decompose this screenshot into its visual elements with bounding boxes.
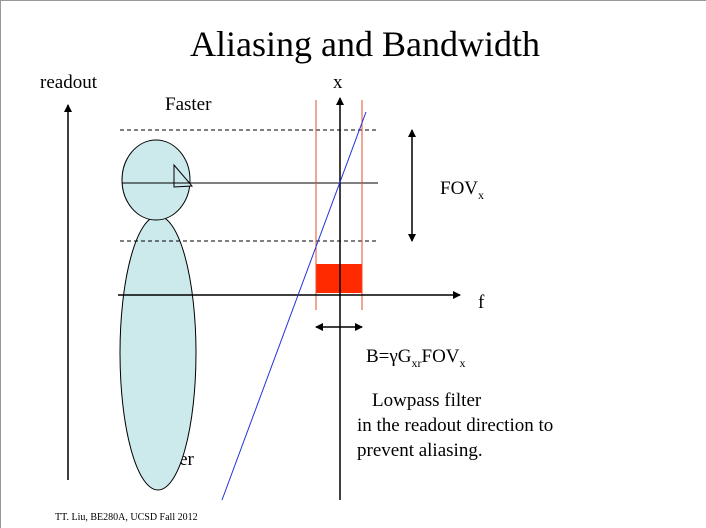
- note-line: Lowpass filter: [372, 390, 482, 411]
- fov-label: FOVx: [440, 178, 484, 202]
- footer: TT. Liu, BE280A, UCSD Fall 2012: [55, 512, 198, 523]
- gradient-line: [222, 112, 366, 500]
- slide-title: Aliasing and Bandwidth: [190, 24, 540, 64]
- note: Lowpass filter in the readout direction t…: [357, 390, 553, 461]
- note-line: in the readout direction to: [357, 415, 553, 436]
- slide: Aliasing and Bandwidth readout Faster Sl…: [0, 0, 706, 528]
- bandwidth-part: xr: [412, 356, 422, 370]
- bandwidth-label: B=γGxrFOVx: [366, 346, 466, 370]
- bandwidth-part: B=γG: [366, 346, 412, 367]
- faster-label: Faster: [165, 94, 212, 115]
- bandwidth-part: FOV: [422, 346, 460, 367]
- x-axis-label: x: [333, 72, 343, 93]
- f-axis-label: f: [478, 292, 485, 313]
- bandwidth-part: x: [460, 356, 466, 370]
- filter-box: [316, 264, 362, 293]
- note-line: prevent aliasing.: [357, 440, 483, 461]
- body: [120, 216, 196, 490]
- readout-label: readout: [40, 72, 98, 93]
